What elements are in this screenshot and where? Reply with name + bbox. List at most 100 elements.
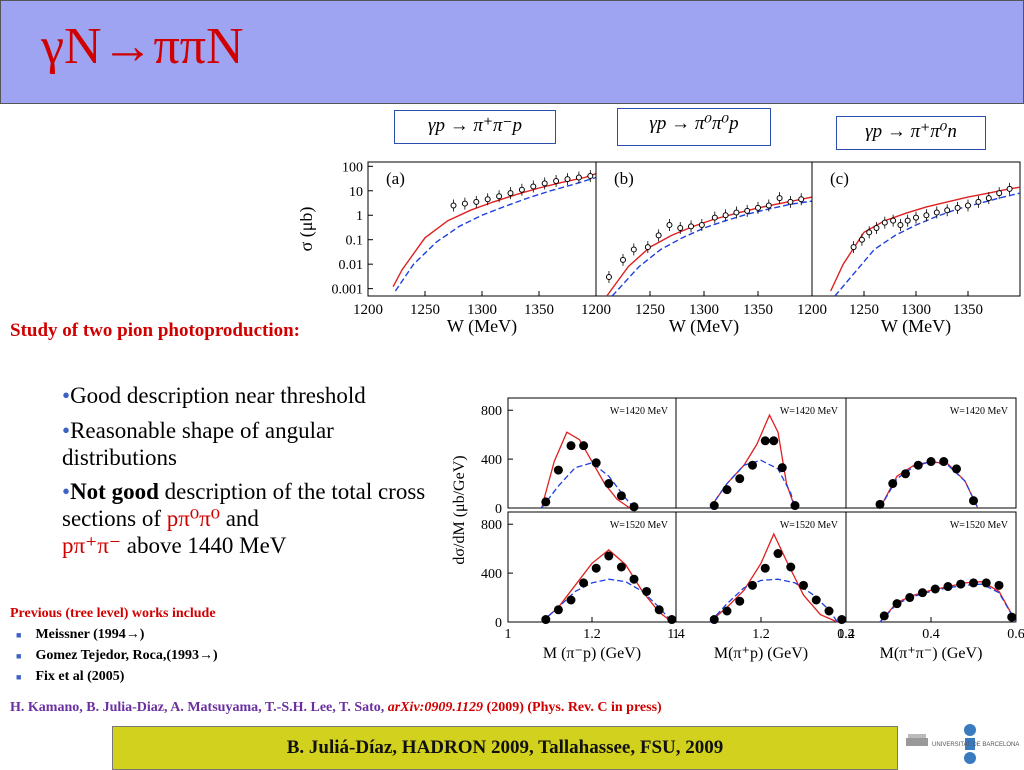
bullet-dot: • — [62, 418, 71, 443]
previous-works-heading: Previous (tree level) works include — [10, 606, 216, 621]
y-tick-label: 0.1 — [346, 234, 364, 249]
data-point — [644, 244, 651, 251]
x-tick-label: 1350 — [524, 302, 554, 318]
data-point — [709, 615, 719, 625]
data-point — [777, 463, 787, 473]
model-curve-tree — [611, 200, 813, 297]
data-point — [677, 225, 684, 232]
x-tick-label: 1.4 — [667, 627, 685, 642]
data-point — [913, 214, 919, 221]
data-point — [892, 599, 902, 609]
model-curve-tree — [879, 583, 1017, 623]
data-point — [450, 202, 457, 209]
data-point — [654, 605, 664, 615]
x-tick-label: 1200 — [353, 302, 383, 318]
x-tick-label: 1200 — [797, 302, 827, 318]
bullet-total-cross-section: •Not good description of the total cross… — [62, 479, 426, 558]
data-point — [698, 221, 705, 228]
data-point — [604, 551, 614, 561]
data-point — [616, 491, 626, 501]
data-point — [642, 586, 652, 596]
y-tick-label: 10 — [349, 185, 363, 200]
data-point — [901, 469, 910, 479]
data-point — [461, 200, 468, 207]
slide-title: γN→ππN — [41, 18, 244, 75]
panel-label: (b) — [614, 169, 634, 188]
title-banner: γN→ππN — [0, 0, 1024, 104]
data-point — [811, 595, 821, 605]
data-point — [926, 457, 936, 467]
data-point — [799, 580, 808, 590]
data-point — [604, 479, 614, 489]
model-curve-tree — [709, 578, 839, 623]
data-point — [722, 606, 732, 616]
x-axis-label: W (MeV) — [447, 316, 517, 337]
data-point — [553, 605, 563, 615]
x-tick-label: 1300 — [901, 302, 931, 318]
x-axis-label: W (MeV) — [881, 316, 951, 337]
data-point — [943, 582, 953, 592]
data-point — [553, 178, 560, 185]
model-curve-tree — [541, 462, 635, 509]
data-point — [760, 563, 770, 573]
y-tick-label: 100 — [342, 160, 363, 175]
data-point — [553, 465, 563, 475]
university-name: UNIVERSITAT DE BARCELONA — [932, 742, 1020, 748]
model-curve-tree — [709, 459, 796, 509]
x-tick-label: 1.2 — [583, 627, 601, 642]
data-point — [888, 479, 898, 489]
data-point — [881, 219, 888, 226]
y-tick-label: 400 — [481, 567, 502, 582]
x-tick-label: 1350 — [953, 302, 983, 318]
reference-item: ■ Meissner (1994→) — [16, 627, 145, 642]
bullet-dot: • — [62, 479, 71, 504]
building-icon — [906, 738, 928, 746]
data-point — [575, 174, 582, 181]
data-point — [620, 256, 626, 263]
x-tick-label: 1300 — [689, 302, 719, 318]
data-point — [875, 499, 885, 509]
reaction-label-c: γp → π⁺π⁰n — [836, 116, 986, 150]
data-point — [616, 562, 626, 572]
data-point — [975, 198, 982, 205]
x-axis-label: M(π⁺π⁻) (GeV) — [880, 645, 983, 662]
x-tick-label: 1300 — [467, 302, 497, 318]
data-point — [605, 273, 612, 280]
x-tick-label: 1 — [673, 627, 680, 642]
data-point — [897, 221, 904, 228]
model-curve-full — [606, 196, 813, 297]
model-curve-tree — [834, 192, 1021, 297]
panel-label: (a) — [386, 169, 405, 188]
data-point — [985, 195, 992, 202]
model-curve-full — [709, 413, 796, 509]
y-tick-label: 800 — [481, 404, 502, 419]
data-point — [923, 212, 930, 219]
reference-item: ■ Fix et al (2005) — [16, 669, 125, 684]
y-tick-label: 0.001 — [332, 283, 364, 298]
data-point — [579, 441, 589, 451]
data-point — [566, 441, 576, 451]
invariant-mass-distribution-chart: W=1420 MeV 800 400 0 W=1420 MeV W=1420 MeV W=1… — [451, 397, 1024, 662]
panel-label: W=1520 MeV — [610, 520, 669, 531]
data-point — [996, 190, 1003, 197]
x-axis-label: W (MeV) — [669, 316, 739, 337]
x-tick-label: 1250 — [849, 302, 879, 318]
x-tick-label: 1.2 — [752, 627, 770, 642]
data-point — [507, 190, 514, 197]
data-point — [944, 207, 951, 214]
x-tick-label: 1350 — [743, 302, 773, 318]
reaction-label-b: γp → π⁰π⁰p — [617, 108, 771, 146]
data-point — [866, 229, 873, 236]
total-cross-section-chart: (a) 1200 1250 1300 1350 100 10 1 0.1 0.01 0.001 W (… — [300, 160, 1021, 337]
data-point — [666, 221, 673, 228]
data-point — [890, 217, 897, 224]
model-curve-full — [540, 431, 631, 509]
model-curve-full — [830, 186, 1021, 292]
x-tick-label: 1 — [505, 627, 512, 642]
data-point — [913, 460, 923, 470]
model-curve-full — [709, 532, 838, 623]
y-tick-label: 0.01 — [339, 258, 364, 273]
x-tick-label: 1200 — [581, 302, 611, 318]
model-curve-tree — [394, 176, 597, 292]
data-point — [755, 204, 761, 211]
